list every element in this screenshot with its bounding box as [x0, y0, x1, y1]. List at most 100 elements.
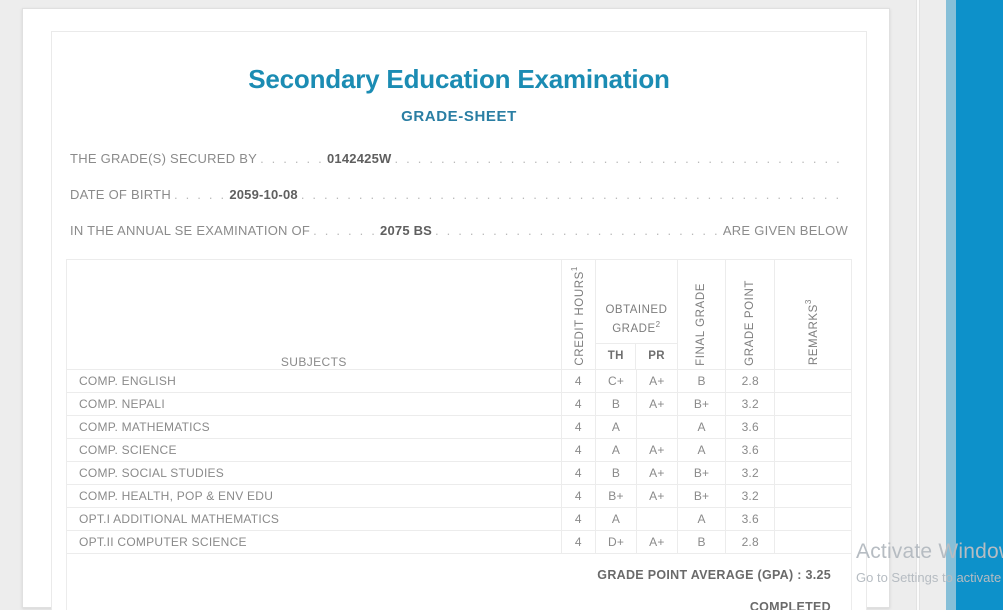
gpa-label: GRADE POINT AVERAGE (GPA) : 3.25 — [597, 567, 831, 582]
cell-pr-grade: A+ — [635, 437, 678, 462]
info-label: THE GRADE(S) SECURED BY — [70, 151, 258, 166]
cell-grade-point: 3.6 — [725, 506, 776, 531]
grade-table-header: SUBJECTS CREDIT HOURS1 OBTAINED GRADE2 T… — [66, 259, 852, 370]
column-header-remarks: REMARKS3 — [774, 259, 852, 370]
dot-leader: . . . . . . . . . . . . . . . . . . . . … — [300, 187, 848, 202]
footnote-marker: 1 — [569, 266, 579, 272]
gradesheet-panel: Secondary Education Examination GRADE-SH… — [51, 31, 867, 610]
info-label: DATE OF BIRTH — [70, 187, 171, 202]
student-info-block: THE GRADE(S) SECURED BY . . . . . . 0142… — [66, 151, 852, 238]
cell-credit-hours: 4 — [560, 414, 597, 439]
cell-remarks — [774, 391, 852, 416]
dot-leader: . . . . . — [174, 187, 227, 202]
cell-final-grade: B — [676, 529, 727, 554]
cell-final-grade: B+ — [676, 391, 727, 416]
grade-table-body: COMP. ENGLISH 4 C+ A+ B 2.8 COMP. NEPALI… — [66, 368, 852, 554]
grade-table: SUBJECTS CREDIT HOURS1 OBTAINED GRADE2 T… — [66, 259, 852, 554]
column-header-obtained-grade: OBTAINED GRADE2 TH PR — [595, 259, 678, 370]
table-row: COMP. HEALTH, POP & ENV EDU 4 B+ A+ B+ 3… — [66, 483, 852, 508]
cell-pr-grade: A+ — [635, 460, 678, 485]
cell-credit-hours: 4 — [560, 483, 597, 508]
info-value-symbol-number: 0142425W — [327, 151, 392, 166]
cell-subject: OPT.II COMPUTER SCIENCE — [66, 529, 562, 554]
obtained-grade-subcolumns: TH PR — [596, 343, 677, 369]
cell-final-grade: B+ — [676, 460, 727, 485]
cell-pr-grade: A+ — [635, 529, 678, 554]
table-row: OPT.I ADDITIONAL MATHEMATICS 4 A A 3.6 — [66, 506, 852, 531]
column-header-pr: PR — [648, 349, 665, 362]
cell-grade-point: 2.8 — [725, 529, 776, 554]
cell-credit-hours: 4 — [560, 529, 597, 554]
cell-th-grade: A — [595, 437, 637, 462]
cell-subject: COMP. NEPALI — [66, 391, 562, 416]
table-row: COMP. SCIENCE 4 A A+ A 3.6 — [66, 437, 852, 462]
cell-credit-hours: 4 — [560, 437, 597, 462]
cell-subject: COMP. SCIENCE — [66, 437, 562, 462]
dot-leader: . . . . . . . . . . . . . . . . . . . . … — [435, 223, 723, 238]
cell-grade-point: 3.6 — [725, 437, 776, 462]
cell-final-grade: A — [676, 506, 727, 531]
page-card: Secondary Education Examination GRADE-SH… — [22, 8, 890, 610]
info-tail: ARE GIVEN BELOW — [722, 223, 848, 238]
info-value-exam-year: 2075 BS — [380, 223, 433, 238]
table-row: COMP. MATHEMATICS 4 A A 3.6 — [66, 414, 852, 439]
cell-subject: COMP. HEALTH, POP & ENV EDU — [66, 483, 562, 508]
cell-remarks — [774, 506, 852, 531]
cell-remarks — [774, 437, 852, 462]
column-header-final-grade: FINAL GRADE — [676, 259, 727, 370]
table-row: COMP. NEPALI 4 B A+ B+ 3.2 — [66, 391, 852, 416]
cell-th-grade: B+ — [595, 483, 637, 508]
info-value-date-of-birth: 2059-10-08 — [229, 187, 298, 202]
column-header-subjects: SUBJECTS — [66, 259, 562, 370]
cell-subject: OPT.I ADDITIONAL MATHEMATICS — [66, 506, 562, 531]
cell-th-grade: D+ — [595, 529, 637, 554]
column-header-credit-hours: CREDIT HOURS1 — [560, 259, 597, 370]
cell-pr-grade: A+ — [635, 483, 678, 508]
cell-remarks — [774, 368, 852, 393]
cell-grade-point: 3.6 — [725, 414, 776, 439]
cell-pr-grade: A+ — [635, 368, 678, 393]
cell-credit-hours: 4 — [560, 506, 597, 531]
cell-remarks — [774, 460, 852, 485]
dot-leader: . . . . . . . . . . . . . . . . . . . . … — [394, 151, 848, 166]
info-line-date-of-birth: DATE OF BIRTH . . . . . 2059-10-08 . . .… — [70, 187, 848, 202]
cell-pr-grade: A+ — [635, 391, 678, 416]
column-header-grade-point: GRADE POINT — [725, 259, 776, 370]
cell-final-grade: A — [676, 414, 727, 439]
cell-remarks — [774, 414, 852, 439]
column-header-final-grade-label: FINAL GRADE — [695, 282, 708, 366]
page-title: Secondary Education Examination — [248, 64, 670, 94]
cell-subject: COMP. ENGLISH — [66, 368, 562, 393]
cell-final-grade: A — [676, 437, 727, 462]
accent-band[interactable] — [956, 0, 1003, 610]
cell-th-grade: A — [595, 414, 637, 439]
cell-grade-point: 2.8 — [725, 368, 776, 393]
column-header-th: TH — [596, 343, 637, 369]
table-row: OPT.II COMPUTER SCIENCE 4 D+ A+ B 2.8 — [66, 529, 852, 554]
table-row: COMP. SOCIAL STUDIES 4 B A+ B+ 3.2 — [66, 460, 852, 485]
page-right-rail — [916, 0, 920, 610]
cell-subject: COMP. SOCIAL STUDIES — [66, 460, 562, 485]
completed-status: COMPLETED — [749, 599, 831, 610]
cell-pr-grade — [635, 414, 678, 439]
page-subtitle: GRADE-SHEET — [401, 108, 517, 125]
cell-th-grade: B — [595, 460, 637, 485]
cell-th-grade: A — [595, 506, 637, 531]
cell-final-grade: B — [676, 368, 727, 393]
cell-credit-hours: 4 — [560, 391, 597, 416]
cell-remarks — [774, 483, 852, 508]
accent-band-light — [946, 0, 956, 610]
column-header-grade-point-label: GRADE POINT — [744, 279, 757, 366]
info-label: IN THE ANNUAL SE EXAMINATION OF — [70, 223, 311, 238]
cell-grade-point: 3.2 — [725, 460, 776, 485]
cell-pr-grade — [635, 506, 678, 531]
column-header-credit-hours-label: CREDIT HOURS1 — [569, 266, 586, 366]
footnote-marker: 3 — [804, 299, 814, 305]
page-right-gutter — [920, 0, 946, 610]
column-header-remarks-label: REMARKS3 — [804, 299, 821, 366]
cell-final-grade: B+ — [676, 483, 727, 508]
cell-remarks — [774, 529, 852, 554]
table-row: COMP. ENGLISH 4 C+ A+ B 2.8 — [66, 368, 852, 393]
cell-credit-hours: 4 — [560, 460, 597, 485]
